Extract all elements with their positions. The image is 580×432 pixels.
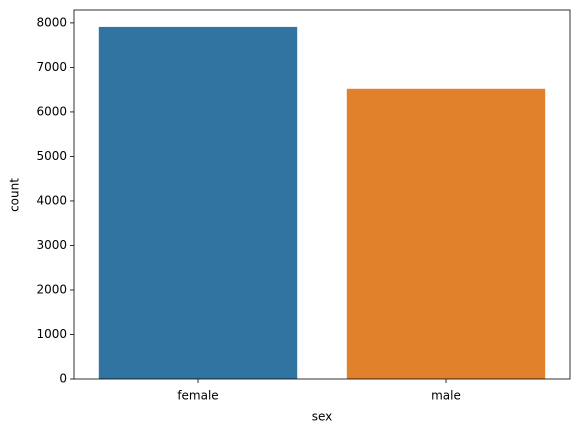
y-tick-label: 3000 xyxy=(36,238,67,252)
bar xyxy=(98,26,298,379)
x-axis-label: sex xyxy=(312,410,333,424)
y-tick-label: 2000 xyxy=(36,282,67,296)
y-tick-label: 6000 xyxy=(36,104,67,118)
y-axis-label: count xyxy=(8,178,22,212)
y-tick-label: 8000 xyxy=(36,15,67,29)
y-tick-label: 5000 xyxy=(36,149,67,163)
y-tick-label: 0 xyxy=(59,372,67,386)
bar xyxy=(346,88,546,380)
x-tick-label: male xyxy=(431,389,461,403)
y-tick-label: 1000 xyxy=(36,327,67,341)
plot-frame xyxy=(73,9,571,380)
x-tick-label: female xyxy=(177,389,218,403)
y-tick-label: 4000 xyxy=(36,193,67,207)
y-tick-label: 7000 xyxy=(36,60,67,74)
